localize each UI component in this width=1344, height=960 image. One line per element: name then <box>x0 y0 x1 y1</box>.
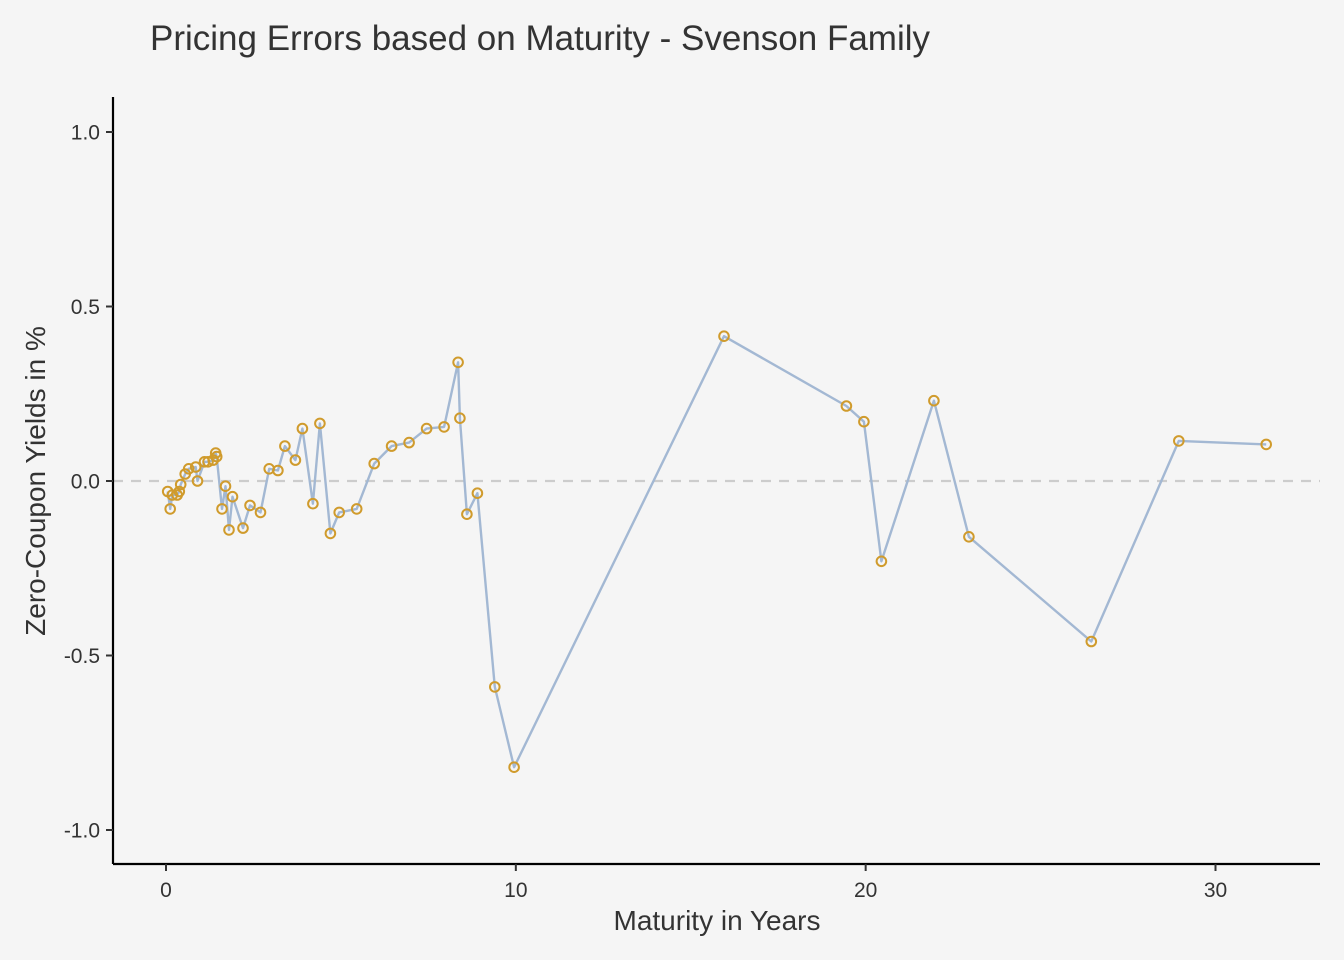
y-tick-label: 0.0 <box>71 471 100 494</box>
data-point <box>454 412 466 425</box>
data-point <box>207 454 219 466</box>
chart-title: Pricing Errors based on Maturity - Svens… <box>150 19 930 58</box>
data-point <box>508 761 520 774</box>
data-point <box>420 422 433 435</box>
data-point <box>875 555 888 568</box>
data-point <box>489 681 501 693</box>
x-tick-label: 30 <box>1204 879 1227 902</box>
data-point <box>223 524 235 536</box>
data-point <box>314 417 326 430</box>
data-point <box>452 356 464 369</box>
data-point <box>244 499 256 512</box>
data-point <box>182 463 195 475</box>
data-point <box>219 480 232 493</box>
data-point <box>226 490 239 503</box>
y-axis-title: Zero-Coupon Yields in % <box>20 326 51 636</box>
data-point <box>254 506 267 519</box>
x-axis-title: Maturity in Years <box>614 905 821 936</box>
data-point <box>1260 438 1272 451</box>
data-point <box>216 503 228 515</box>
data-point <box>333 506 346 519</box>
data-point <box>279 440 291 452</box>
data-point <box>1085 635 1098 648</box>
data-point <box>385 440 398 452</box>
data-point <box>237 522 249 534</box>
y-tick-label: 1.0 <box>71 122 100 145</box>
y-tick-label: -0.5 <box>64 645 100 668</box>
x-ticks: 0 10 20 30 <box>160 864 1227 902</box>
data-point <box>307 497 319 510</box>
data-point <box>403 436 415 449</box>
x-tick-label: 10 <box>504 879 527 902</box>
data-point <box>210 450 223 463</box>
data-point <box>324 527 337 540</box>
series-line <box>166 335 1267 769</box>
data-point <box>174 478 187 491</box>
x-tick-label: 0 <box>160 879 172 902</box>
data-point <box>928 394 940 407</box>
data-point <box>368 457 381 470</box>
data-point <box>164 503 176 515</box>
data-point <box>858 415 870 428</box>
data-point <box>289 454 302 466</box>
series-line-layer <box>166 335 1267 769</box>
data-point <box>350 503 363 515</box>
data-point <box>471 487 484 500</box>
x-tick-label: 20 <box>854 879 877 902</box>
y-tick-label: -1.0 <box>64 820 100 843</box>
data-point <box>461 508 473 521</box>
data-point <box>189 461 202 473</box>
data-point <box>296 422 309 435</box>
data-point <box>202 456 214 468</box>
y-tick-label: 0.5 <box>71 296 100 319</box>
data-point <box>718 330 730 343</box>
data-point <box>963 531 975 543</box>
data-point <box>1173 435 1185 447</box>
data-point <box>438 421 450 433</box>
data-point <box>840 400 853 412</box>
y-ticks: -1.0 -0.5 0.0 0.5 1.0 <box>64 122 113 843</box>
data-point <box>272 464 284 477</box>
data-point <box>173 485 186 498</box>
data-point <box>191 475 204 487</box>
data-points <box>161 330 1272 774</box>
